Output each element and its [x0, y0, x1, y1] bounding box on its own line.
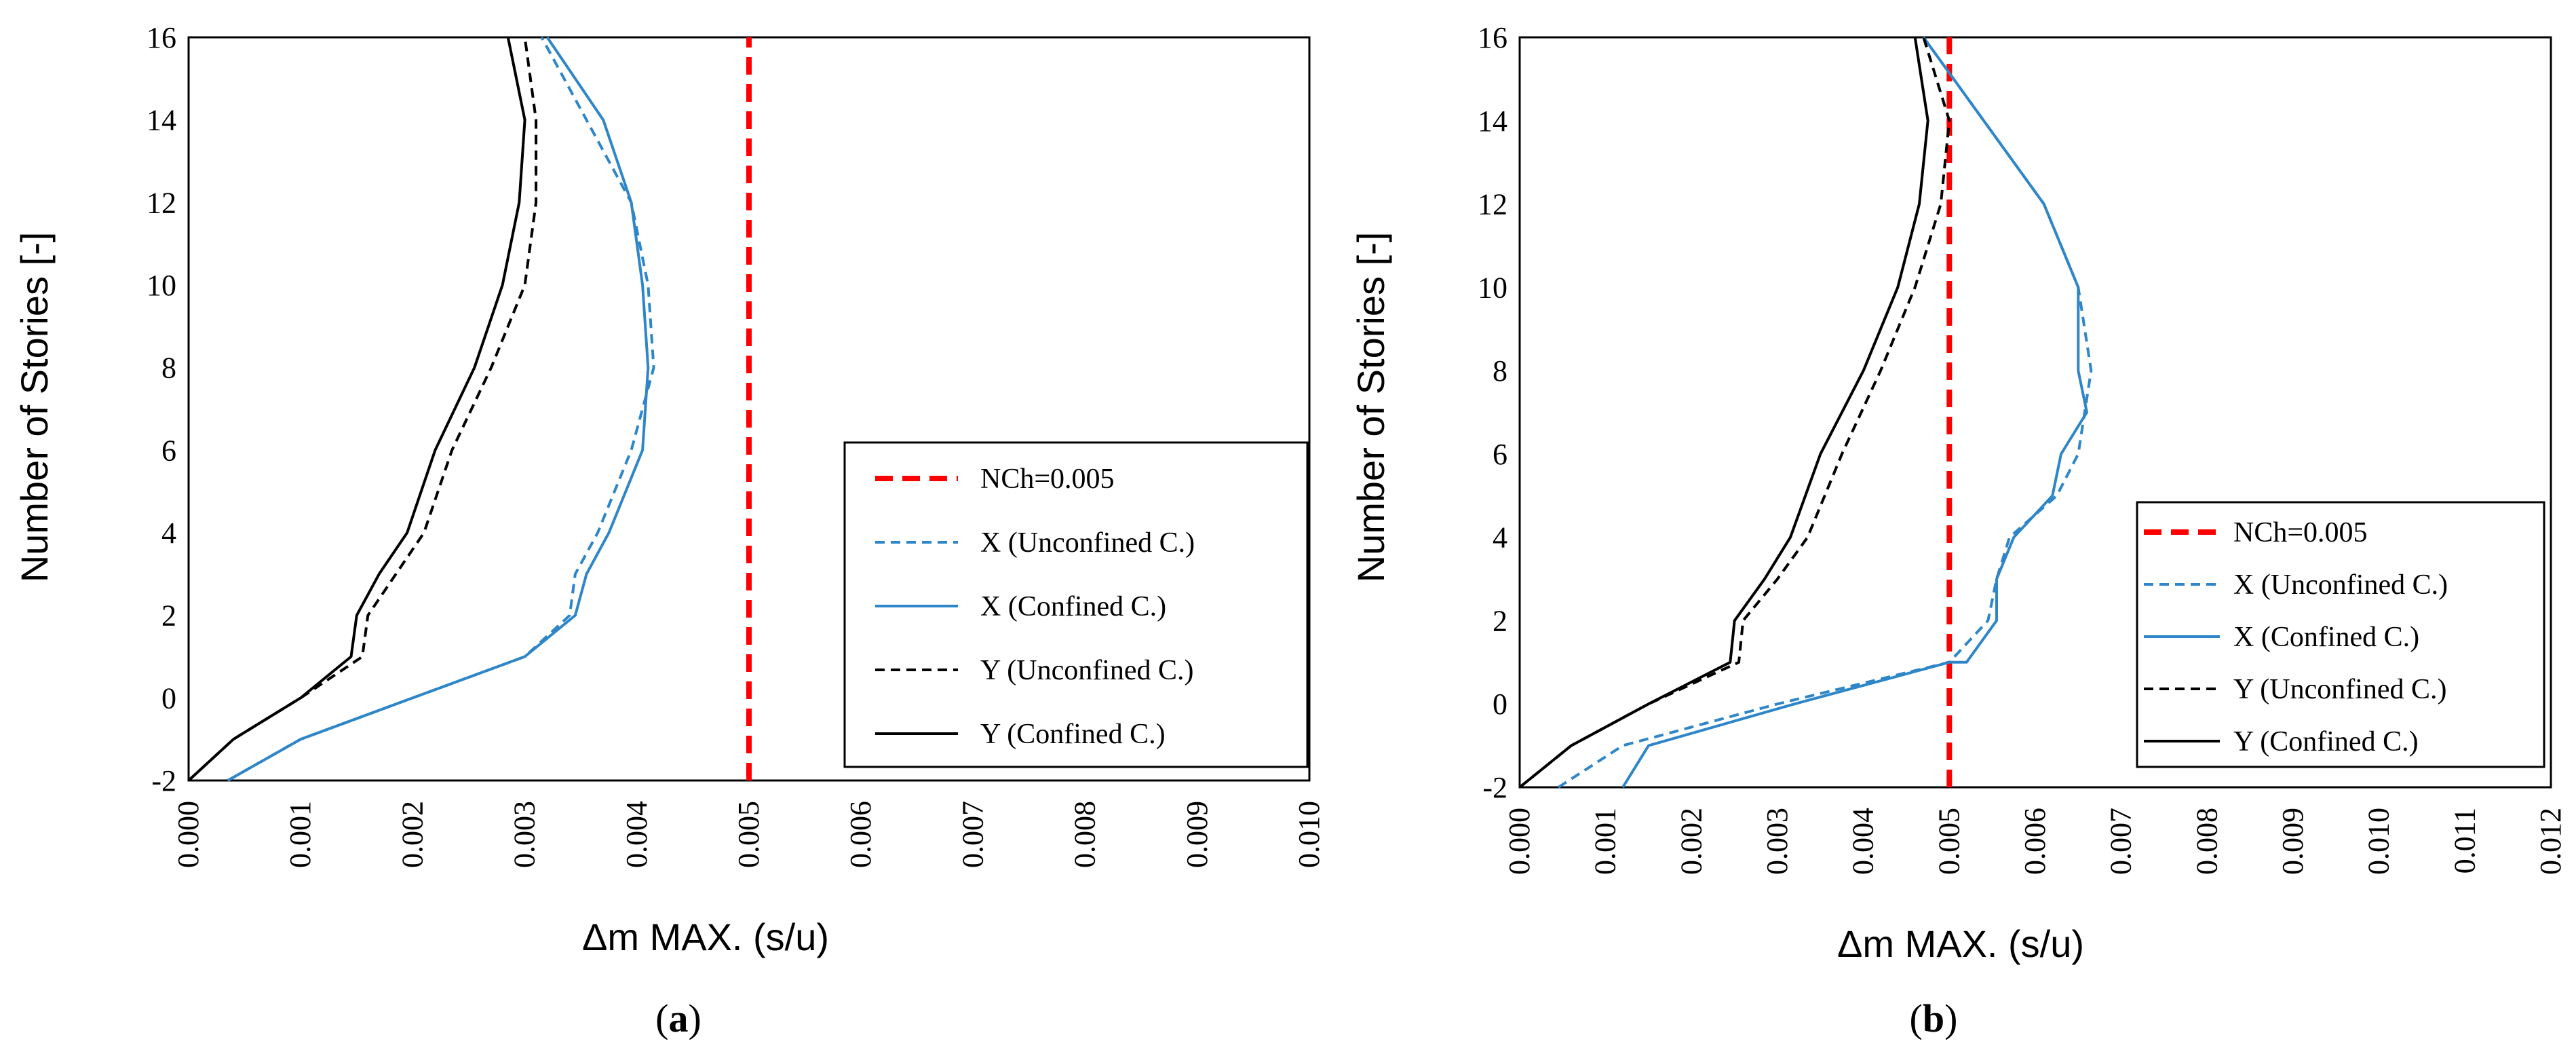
panel-caption: (a): [655, 996, 701, 1040]
x-tick-label: 0.007: [2104, 808, 2138, 875]
x-tick-label: 0.010: [2362, 808, 2396, 875]
x-tick-label: 0.002: [1674, 808, 1708, 875]
legend-label: X (Confined C.): [980, 591, 1166, 622]
y-tick-label: 8: [1493, 354, 1507, 388]
series-line-y-confined-c: [1518, 37, 1929, 789]
x-tick-label: 0.009: [2276, 808, 2309, 875]
x-tick-label: 0.001: [284, 801, 317, 868]
x-tick-label: 0.009: [1180, 801, 1214, 868]
panel-a: -2 0 2 4 6 8 10 12 14 16 0.000 0.001 0.002 0.003 0.004…: [13, 21, 1326, 1040]
x-tick-label: 0.008: [2190, 808, 2223, 875]
x-tick-label: 0.003: [1761, 808, 1794, 875]
y-tick-label: -2: [151, 764, 176, 797]
x-tick-label: 0.006: [2018, 808, 2052, 875]
y-tick-label: 0: [1493, 688, 1507, 721]
x-tick-label: 0.006: [844, 801, 877, 868]
x-tick-label: 0.002: [396, 801, 429, 868]
panel-b: -2 0 2 4 6 8 10 12 14 16 0.000 0.001 0.002 0.003 0.004…: [1349, 21, 2567, 1040]
x-tick-label: 0.003: [508, 801, 541, 868]
x-tick-label: 0.005: [732, 801, 765, 868]
y-tick-label: -2: [1482, 771, 1507, 804]
x-tick-label: 0.007: [956, 801, 989, 868]
y-axis-label: Number of Stories [-]: [1349, 232, 1392, 583]
x-tick-label: 0.005: [1932, 808, 1965, 875]
y-tick-label: 2: [161, 599, 176, 633]
legend-label: Y (Unconfined C.): [2233, 674, 2447, 705]
legend-label: Y (Confined C.): [980, 719, 1166, 750]
y-tick-label: 10: [147, 269, 176, 302]
y-tick-label: 4: [161, 516, 176, 550]
x-tick-label: 0.001: [1589, 808, 1622, 875]
y-tick-label: 0: [161, 681, 176, 715]
legend-label: X (Confined C.): [2233, 622, 2419, 653]
x-tick-label: 0.004: [1847, 808, 1880, 875]
y-tick-label: 12: [147, 186, 176, 219]
x-tick-label: 0.004: [620, 801, 653, 868]
y-tick-label: 10: [1478, 271, 1507, 304]
y-tick-label: 6: [161, 434, 176, 467]
legend-box: [2136, 501, 2545, 768]
y-tick-label: 12: [1478, 188, 1507, 221]
series-line-y-unconfined-c: [187, 37, 538, 782]
x-tick-label: 0.008: [1069, 801, 1102, 868]
legend-label: Y (Unconfined C.): [980, 655, 1194, 686]
panel-caption: (b): [1910, 996, 1958, 1040]
legend-label: X (Unconfined C.): [2233, 569, 2448, 601]
y-tick-label: 4: [1493, 521, 1507, 554]
y-tick-label: 6: [1493, 438, 1507, 471]
x-axis-label: Δm MAX. (s/u): [1837, 922, 2084, 965]
legend-label: NCh=0.005: [2233, 517, 2368, 548]
y-tick-label: 14: [147, 104, 176, 137]
legend-label: Y (Confined C.): [2233, 726, 2419, 757]
x-tick-label: 0.012: [2534, 808, 2567, 875]
y-tick-label: 14: [1478, 105, 1507, 138]
y-tick-label: 16: [1478, 21, 1507, 54]
x-tick-label: 0.010: [1292, 801, 1326, 868]
y-tick-label: 8: [161, 352, 176, 385]
y-axis-label: Number of Stories [-]: [13, 232, 56, 583]
x-axis-label: Δm MAX. (s/u): [582, 916, 829, 958]
series-line-x-confined-c: [227, 36, 650, 782]
series-line-y-confined-c: [187, 37, 526, 782]
x-tick-label: 0.011: [2448, 808, 2481, 873]
y-tick-label: 16: [147, 21, 176, 54]
x-tick-label: 0.000: [1503, 808, 1536, 875]
y-tick-label: 2: [1493, 604, 1507, 637]
x-tick-label: 0.000: [172, 801, 205, 868]
plot-frame: [1518, 36, 2552, 789]
series-line-x-confined-c: [1621, 36, 2088, 789]
legend-label: X (Unconfined C.): [980, 527, 1195, 559]
legend-label: NCh=0.005: [980, 464, 1115, 495]
